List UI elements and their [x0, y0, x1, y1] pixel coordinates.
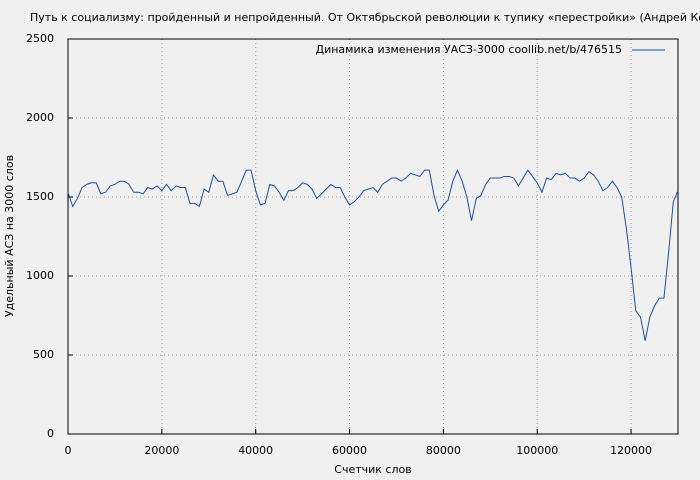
y-tick-label: 1500: [26, 190, 54, 203]
x-tick-label: 120000: [610, 444, 652, 457]
x-tick-label: 80000: [426, 444, 461, 457]
x-tick-label: 100000: [516, 444, 558, 457]
y-tick-label: 500: [33, 348, 54, 361]
x-tick-label: 60000: [332, 444, 367, 457]
y-tick-label: 2000: [26, 111, 54, 124]
y-tick-label: 2500: [26, 32, 54, 45]
chart-title: Путь к социализму: пройденный и непройде…: [30, 11, 700, 24]
x-tick-label: 40000: [238, 444, 273, 457]
y-axis-label: Удельный АСЗ на 3000 слов: [3, 155, 16, 317]
x-tick-label: 0: [65, 444, 72, 457]
x-axis-label: Счетчик слов: [334, 463, 411, 476]
y-tick-label: 0: [47, 427, 54, 440]
y-tick-label: 1000: [26, 269, 54, 282]
data-line: [67, 168, 679, 341]
legend-label: Динамика изменения УАСЗ-3000 coollib.net…: [316, 43, 623, 56]
x-tick-label: 20000: [144, 444, 179, 457]
plot-area: [68, 39, 678, 434]
plot-border: [67, 38, 679, 435]
